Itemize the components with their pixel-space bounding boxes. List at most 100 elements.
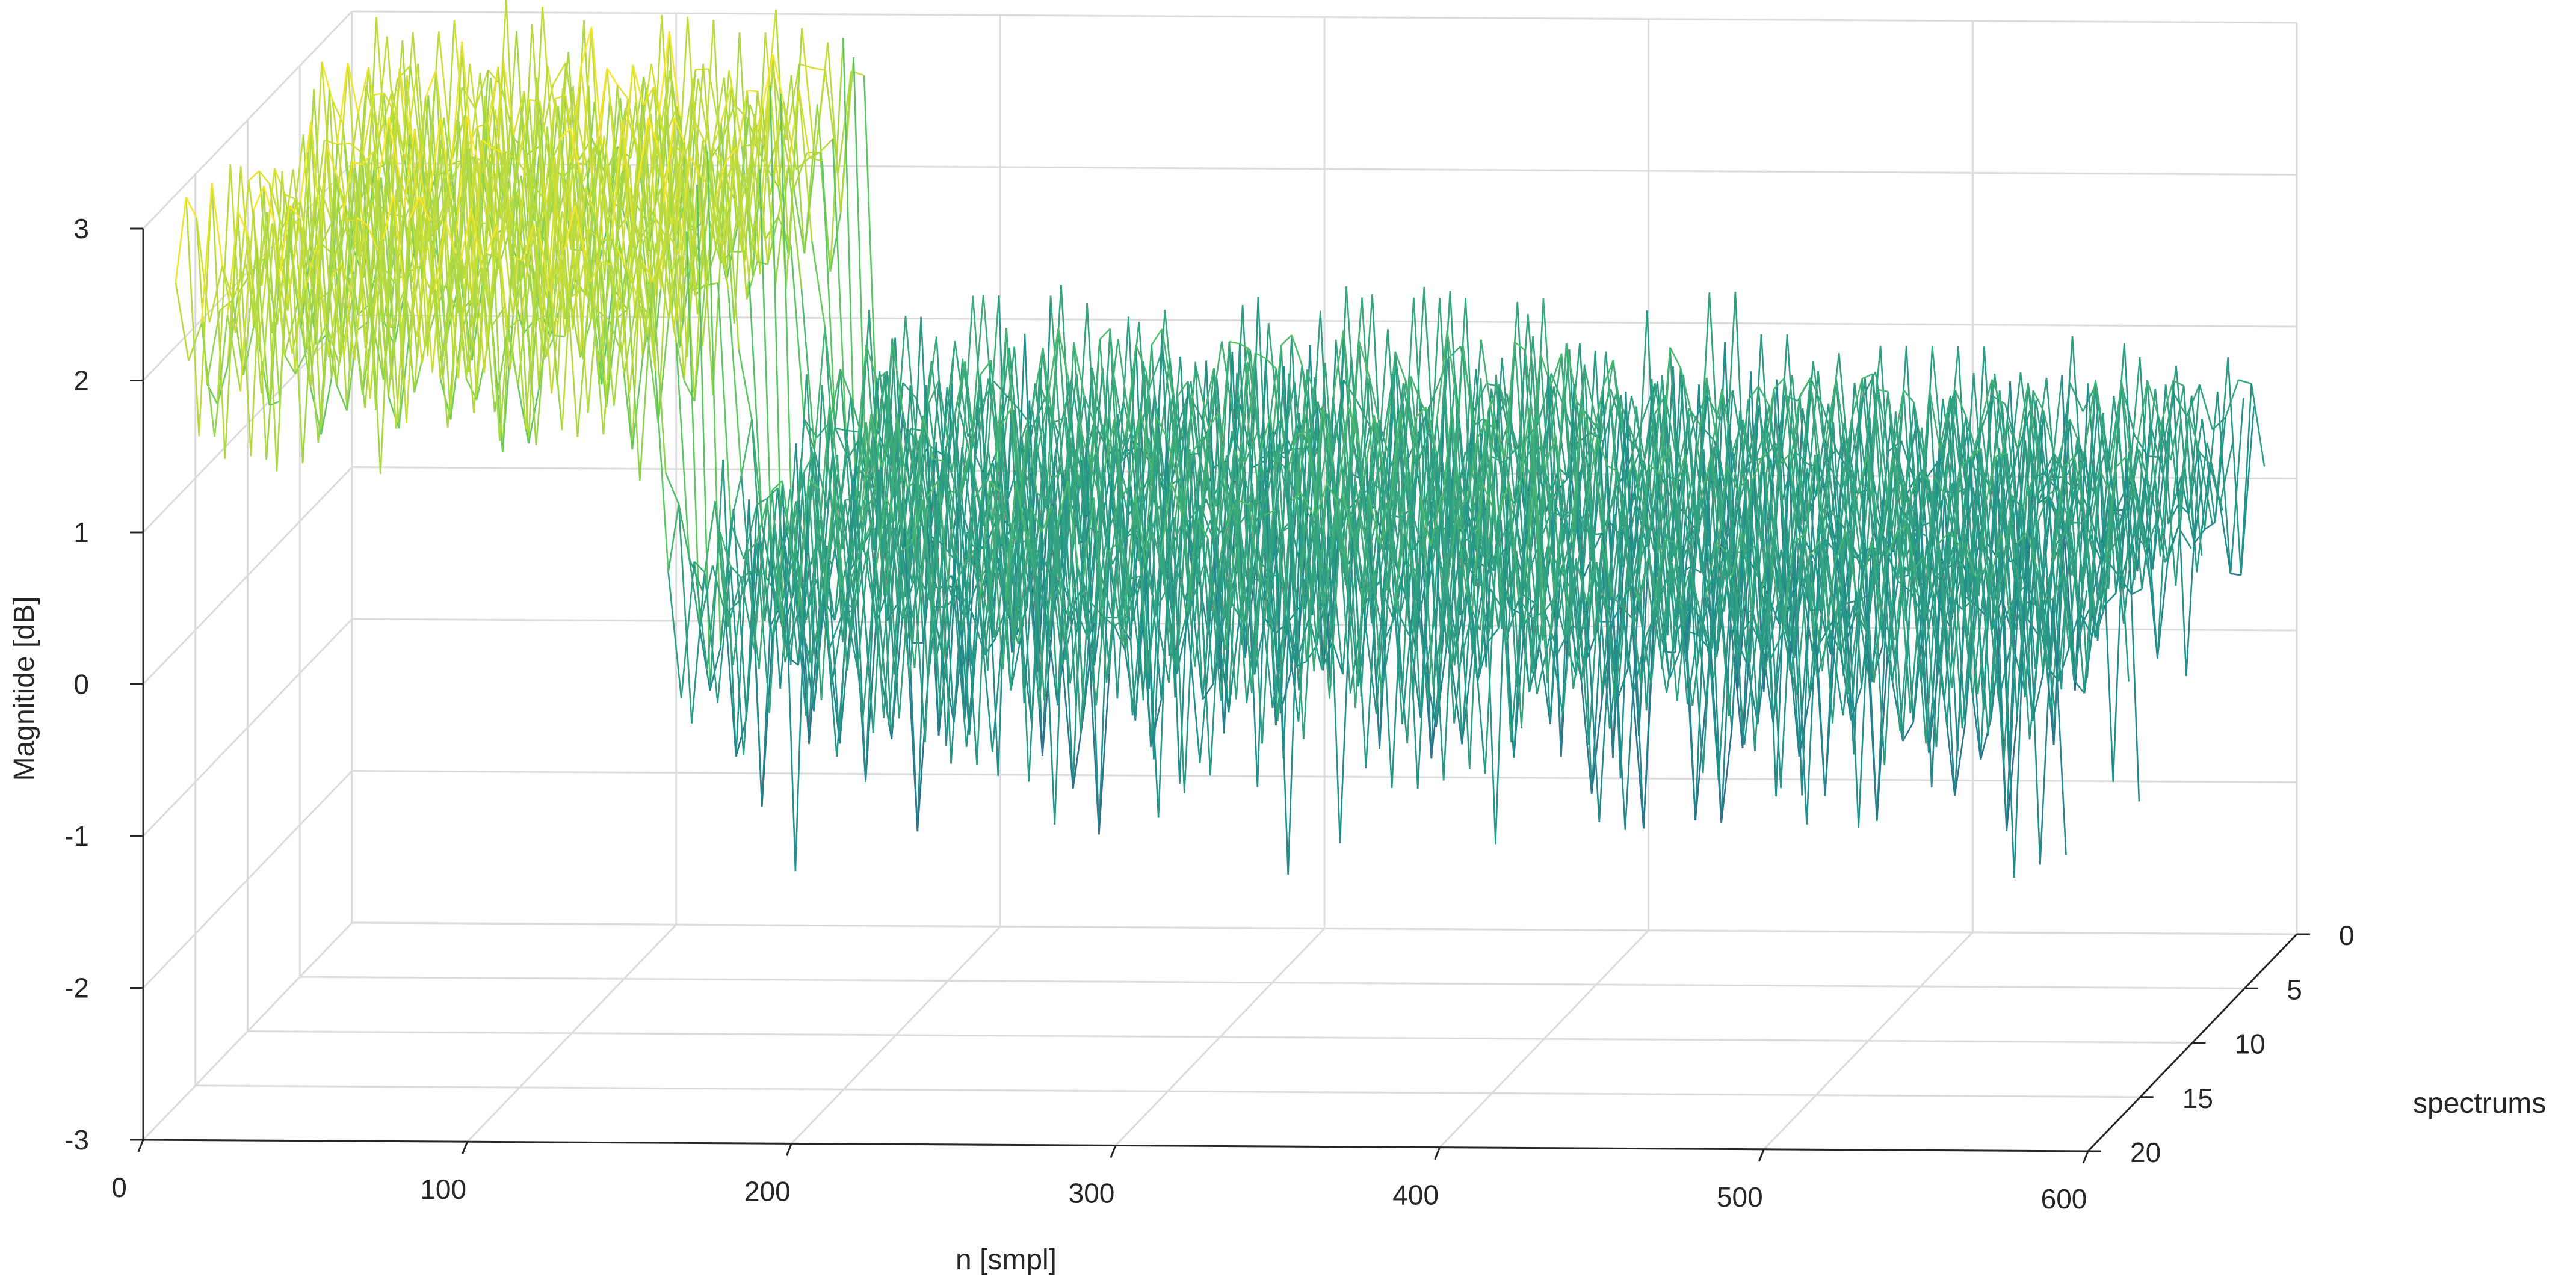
surface-mesh-edge xyxy=(906,577,921,641)
surface-mesh-edge xyxy=(418,196,433,373)
surface-mesh-edge xyxy=(1049,556,1064,665)
surface-mesh-edge xyxy=(1052,470,1064,479)
surface-mesh-edge xyxy=(652,281,667,473)
surface-mesh-edge xyxy=(1795,556,1810,695)
surface-mesh-edge xyxy=(1710,454,1725,612)
surface-mesh-edge xyxy=(1285,615,1300,722)
surface-mesh-edge xyxy=(2188,413,2201,452)
surface-mesh-edge xyxy=(1948,531,1960,547)
surface-mesh-edge xyxy=(312,324,327,356)
surface-mesh-edge xyxy=(1477,417,1489,438)
surface-mesh-edge xyxy=(388,117,403,368)
surface-mesh-edge xyxy=(999,426,1015,635)
z-tick-label: 2 xyxy=(73,365,89,396)
surface-mesh-edge xyxy=(548,263,561,291)
surface-mesh-edge xyxy=(1160,554,1175,666)
surface-mesh-edge xyxy=(851,479,866,782)
surface-mesh-edge xyxy=(641,260,656,371)
surface-mesh-edge xyxy=(1970,420,1982,464)
surface-mesh-edge xyxy=(1300,492,1315,672)
surface-mesh-edge xyxy=(263,186,278,472)
surface-mesh-edge xyxy=(1155,417,1168,438)
surface-mesh-edge xyxy=(2016,543,2031,740)
surface-mesh-edge xyxy=(1824,440,1839,550)
surface-mesh-edge xyxy=(375,117,390,410)
surface-mesh-edge xyxy=(455,235,470,291)
surface-mesh-edge xyxy=(1303,515,1318,739)
surface-mesh-edge xyxy=(793,188,806,254)
surface-mesh-edge xyxy=(1560,384,1575,757)
surface-mesh-edge xyxy=(398,176,411,208)
surface-mesh-edge xyxy=(1626,565,1642,684)
surface-mesh-edge xyxy=(294,152,309,374)
surface-mesh-edge xyxy=(596,68,608,146)
surface-mesh-edge xyxy=(1737,479,1749,490)
surface-mesh-edge xyxy=(206,310,221,384)
surface-mesh-edge xyxy=(1147,554,1162,673)
surface-mesh-edge xyxy=(660,117,675,291)
surface-mesh-edge xyxy=(736,90,748,157)
surface-mesh-edge xyxy=(1990,532,2002,579)
surface-mesh-edge xyxy=(1131,562,1146,716)
x-tick-mark xyxy=(1758,1149,1765,1162)
surface-mesh-edge xyxy=(481,139,493,149)
surface-mesh-edge xyxy=(1357,450,1373,687)
surface-mesh-edge xyxy=(1057,328,1070,381)
surface-mesh-edge xyxy=(1866,456,1879,520)
surface-mesh-edge xyxy=(969,374,981,458)
surface-mesh-edge xyxy=(1239,343,1251,351)
surface-mesh-edge xyxy=(963,549,975,566)
surface-mesh-edge xyxy=(1503,446,1518,464)
surface-mesh-edge xyxy=(702,200,717,346)
surface-mesh-edge xyxy=(722,147,737,266)
surface-mesh-edge xyxy=(1010,635,1022,691)
surface-mesh-edge xyxy=(800,458,815,712)
surface-mesh-edge xyxy=(954,361,966,416)
surface-mesh-edge xyxy=(2042,600,2057,718)
surface-mesh-edge xyxy=(693,561,708,669)
surface-mesh-edge xyxy=(1710,454,1723,531)
surface-mesh-edge xyxy=(1259,584,1274,709)
surface-mesh-edge xyxy=(2104,467,2117,561)
surface-mesh-edge xyxy=(2099,470,2111,495)
x-tick-mark xyxy=(1110,1145,1117,1158)
surface-mesh-edge xyxy=(1933,475,1945,496)
surface-mesh-edge xyxy=(803,419,818,438)
surface-mesh-edge xyxy=(434,221,446,291)
surface-mesh-edge xyxy=(1824,378,1837,441)
surface-mesh-edge xyxy=(1087,640,1100,835)
x-tick-label: 0 xyxy=(111,1172,127,1203)
surface-mesh-edge xyxy=(1663,540,1678,701)
surface-mesh-edge xyxy=(337,143,351,146)
surface-mesh-edge xyxy=(798,89,813,242)
surface-mesh-edge xyxy=(1977,515,1992,719)
surface-mesh-edge xyxy=(219,299,233,311)
surface-mesh-edge xyxy=(885,496,900,719)
surface-mesh-edge xyxy=(486,253,501,441)
x-tick-label: 200 xyxy=(744,1175,791,1207)
surface-mesh-edge xyxy=(2057,532,2072,682)
surface-mesh-edge xyxy=(1523,580,1538,694)
surface-mesh-edge xyxy=(1643,626,1655,829)
surface-mesh-edge xyxy=(1490,455,1505,464)
surface-mesh-edge xyxy=(1954,558,1969,796)
surface-mesh-edge xyxy=(1347,575,1359,687)
surface-mesh-edge xyxy=(1056,481,1069,527)
surface-mesh-edge xyxy=(641,242,656,358)
surface-mesh-edge xyxy=(200,182,213,324)
surface-mesh-edge xyxy=(1762,443,1778,458)
surface-mesh-edge xyxy=(1492,418,1505,458)
surface-mesh-edge xyxy=(1939,395,1951,450)
surface-mesh-edge xyxy=(2035,480,2049,497)
surface-mesh-edge xyxy=(1140,411,1152,470)
surface-mesh-edge xyxy=(388,248,403,397)
surface-mesh-edge xyxy=(993,380,1008,396)
surface-mesh-edge xyxy=(439,257,454,378)
surface-mesh-edge xyxy=(590,281,605,435)
surface-mesh-edge xyxy=(2071,448,2086,526)
surface-mesh-edge xyxy=(1388,526,1401,617)
surface-mesh-edge xyxy=(2074,383,2089,691)
surface-mesh-edge xyxy=(1933,594,1945,702)
surface-mesh-edge xyxy=(1586,601,1601,823)
surface-mesh-edge xyxy=(2182,386,2195,544)
